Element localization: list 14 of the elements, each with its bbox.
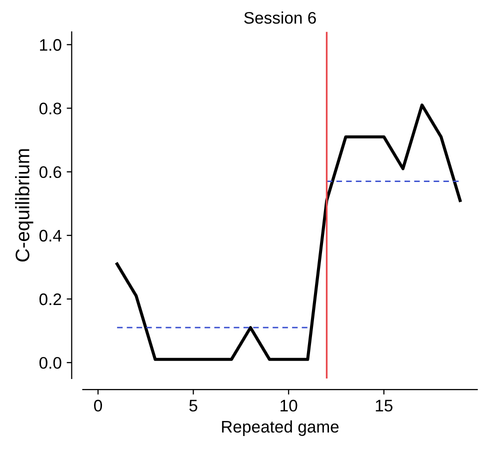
y-tick-label: 0.8 xyxy=(39,102,62,114)
x-tick-label: 0 xyxy=(94,400,102,412)
y-axis-title: C-equilibrium xyxy=(15,149,34,262)
x-tick-label: 15 xyxy=(376,400,392,412)
y-tick-label: 0.6 xyxy=(39,166,62,178)
x-axis-title: Repeated game xyxy=(222,420,339,436)
y-tick-label: 1.0 xyxy=(40,39,62,51)
y-tick-label: 0.4 xyxy=(39,230,62,242)
x-tick-label: 5 xyxy=(189,400,198,412)
x-tick-label: 10 xyxy=(280,400,298,412)
chart-title: Session 6 xyxy=(244,12,316,24)
y-tick-label: 0.2 xyxy=(39,293,62,306)
y-tick-label: 0.0 xyxy=(39,356,62,369)
line-series xyxy=(116,104,462,361)
